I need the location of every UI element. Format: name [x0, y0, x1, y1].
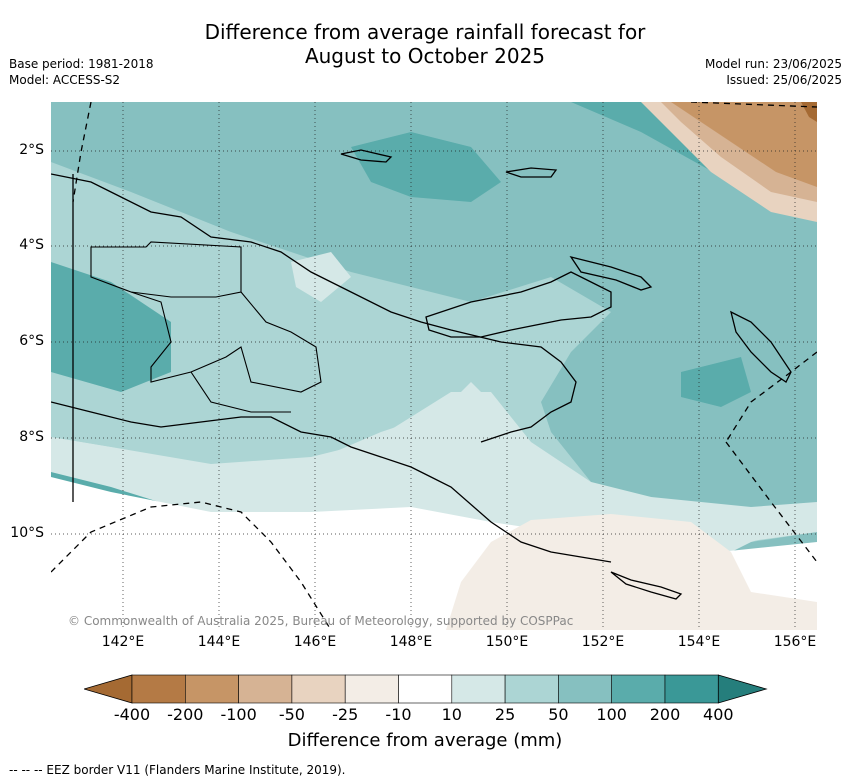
- colorbar-tick-label: -100: [220, 705, 257, 724]
- new-britain: [425, 271, 612, 338]
- colorbar-swatch: [185, 674, 239, 704]
- colorbar-tick-label: 25: [494, 705, 516, 724]
- eez-borders: [51, 102, 817, 630]
- meta-left: Base period: 1981-2018 Model: ACCESS-S2: [9, 56, 154, 88]
- y-tick-10s: 10°S: [10, 525, 44, 541]
- colorbar-swatch: [611, 674, 666, 704]
- bougainville: [730, 310, 792, 383]
- colorbar-tick-label: 100: [596, 705, 627, 724]
- colorbar-swatch: [398, 674, 453, 704]
- new-guinea-south-coast: [51, 401, 612, 563]
- copyright-credit: © Commonwealth of Australia 2025, Bureau…: [68, 614, 574, 628]
- coastlines: [51, 149, 792, 600]
- region-100-200-east: [681, 357, 751, 407]
- colorbar-tick-label: -25: [332, 705, 359, 724]
- colorbar-tick-label: -200: [167, 705, 204, 724]
- region-10-25-strip: [51, 392, 817, 552]
- x-tick-152: 152°E: [581, 634, 625, 650]
- y-tick-2s: 2°S: [19, 142, 44, 158]
- colorbar-swatch: [451, 674, 506, 704]
- x-tick-156: 156°E: [773, 634, 817, 650]
- meta-right: Model run: 23/06/2025 Issued: 25/06/2025: [705, 56, 842, 88]
- colorbar-swatch: [291, 674, 346, 704]
- x-tick-146: 146°E: [293, 634, 337, 650]
- colorbar-tick-label: 50: [548, 705, 569, 724]
- x-tick-142: 142°E: [101, 634, 145, 650]
- gridlines: [51, 102, 817, 630]
- solomon-islands: [610, 571, 683, 600]
- title-line-2: August to October 2025: [304, 44, 546, 68]
- title-line-1: Difference from average rainfall forecas…: [204, 20, 646, 44]
- colorbar-swatch: [238, 674, 293, 704]
- model-name: Model: ACCESS-S2: [9, 73, 121, 87]
- y-tick-4s: 4°S: [19, 237, 44, 253]
- colorbar-tick-label: 10: [441, 705, 462, 724]
- y-tick-8s: 8°S: [19, 429, 44, 445]
- colorbar-tick-label: -400: [113, 705, 151, 724]
- region-100-200-west: [51, 262, 171, 392]
- region-dry-3: [671, 102, 817, 187]
- manus-island: [340, 149, 393, 163]
- colorbar: [84, 674, 768, 704]
- colorbar-swatch: [664, 674, 719, 704]
- region-100-200-north: [351, 132, 501, 202]
- colorbar-arrow-high: [717, 674, 768, 704]
- colorbar-tick-label: -10: [385, 705, 412, 724]
- colorbar-tick-label: 400: [703, 705, 734, 724]
- x-tick-148: 148°E: [389, 634, 433, 650]
- new-guinea-north-coast: [51, 173, 577, 443]
- rainfall-map: [51, 102, 817, 630]
- issued-date: Issued: 25/06/2025: [726, 73, 842, 87]
- provincial-borders: [90, 241, 322, 413]
- colorbar-swatch: [558, 674, 612, 704]
- model-run: Model run: 23/06/2025: [704, 57, 842, 71]
- colorbar-arrow-low: [84, 674, 133, 704]
- new-hanover: [505, 167, 558, 178]
- chart-title: Difference from average rainfall forecas…: [0, 20, 850, 68]
- colorbar-swatch: [504, 674, 559, 704]
- x-tick-154: 154°E: [677, 634, 721, 650]
- colorbar-tick-label: 200: [649, 705, 681, 724]
- new-ireland: [569, 255, 653, 291]
- colorbar-title: Difference from average (mm): [287, 730, 563, 751]
- colorbar-tick-label: -50: [278, 705, 305, 724]
- x-tick-144: 144°E: [197, 634, 241, 650]
- colorbar-swatch: [344, 674, 399, 704]
- region-minus10-25: [446, 514, 817, 630]
- colorbar-swatch: [131, 674, 186, 704]
- y-tick-6s: 6°S: [19, 333, 44, 349]
- x-tick-150: 150°E: [485, 634, 529, 650]
- base-period: Base period: 1981-2018: [9, 57, 154, 71]
- eez-legend-note: -- -- -- EEZ border V11 (Flanders Marine…: [9, 763, 346, 777]
